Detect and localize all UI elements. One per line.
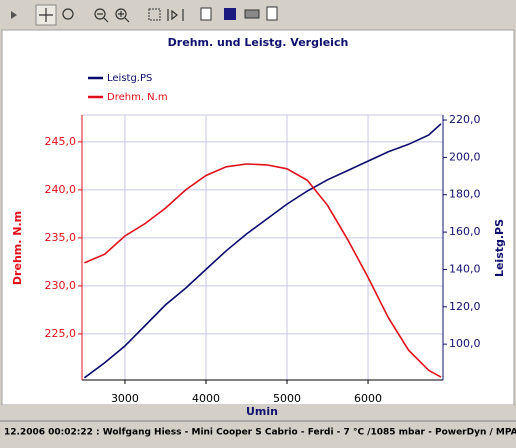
status-text: 12.2006 00:02:22 : Wolfgang Hiess - Mini… bbox=[4, 428, 516, 438]
x-tick-label: 5000 bbox=[273, 392, 301, 405]
save-icon[interactable] bbox=[224, 8, 236, 20]
zoom-out-icon[interactable] bbox=[94, 8, 106, 20]
series-line bbox=[83, 123, 442, 379]
y-tick-label: 235,0 bbox=[45, 231, 77, 244]
y2-tick-label: 100,0 bbox=[449, 337, 481, 350]
legend-label: Drehm. N.m bbox=[107, 92, 168, 103]
y-axis-label: Drehm. N.m bbox=[11, 211, 24, 285]
print-icon[interactable] bbox=[244, 9, 260, 19]
x-axis-label: Umin bbox=[246, 405, 278, 418]
zoom-in-glyph bbox=[118, 11, 130, 23]
x-tick-label: 3000 bbox=[111, 392, 139, 405]
zoom-fit-icon[interactable] bbox=[62, 8, 74, 20]
y-tick-label: 245,0 bbox=[45, 135, 77, 148]
y2-tick-label: 120,0 bbox=[449, 300, 481, 313]
x-tick-label: 4000 bbox=[192, 392, 220, 405]
y2-tick-label: 200,0 bbox=[449, 150, 481, 163]
expand-icon[interactable] bbox=[11, 11, 17, 19]
select-icon[interactable] bbox=[148, 8, 161, 21]
plot-area bbox=[81, 114, 444, 381]
y2-tick-label: 220,0 bbox=[449, 113, 481, 126]
y2-tick-label: 160,0 bbox=[449, 225, 481, 238]
y-tick-label: 230,0 bbox=[45, 279, 77, 292]
copy-icon[interactable] bbox=[200, 7, 212, 21]
zoom-in-icon[interactable] bbox=[115, 8, 127, 20]
y-tick-label: 225,0 bbox=[45, 327, 77, 340]
preview-icon[interactable] bbox=[266, 6, 278, 21]
series-line bbox=[84, 163, 442, 378]
cursor-icon[interactable] bbox=[167, 9, 184, 21]
x-tick-label: 6000 bbox=[354, 392, 382, 405]
zoom-out-glyph bbox=[97, 13, 109, 23]
toolbar-icons[interactable] bbox=[11, 4, 278, 26]
y2-tick-label: 180,0 bbox=[449, 188, 481, 201]
pan-icon[interactable] bbox=[39, 8, 53, 22]
y-tick-label: 240,0 bbox=[45, 183, 77, 196]
status-bar bbox=[2, 405, 514, 442]
chart-title: Drehm. und Leistg. Vergleich bbox=[168, 36, 349, 49]
legend-label: Leistg.PS bbox=[107, 73, 152, 84]
y2-axis-label: Leistg.PS bbox=[493, 219, 506, 277]
y2-tick-label: 140,0 bbox=[449, 262, 481, 275]
